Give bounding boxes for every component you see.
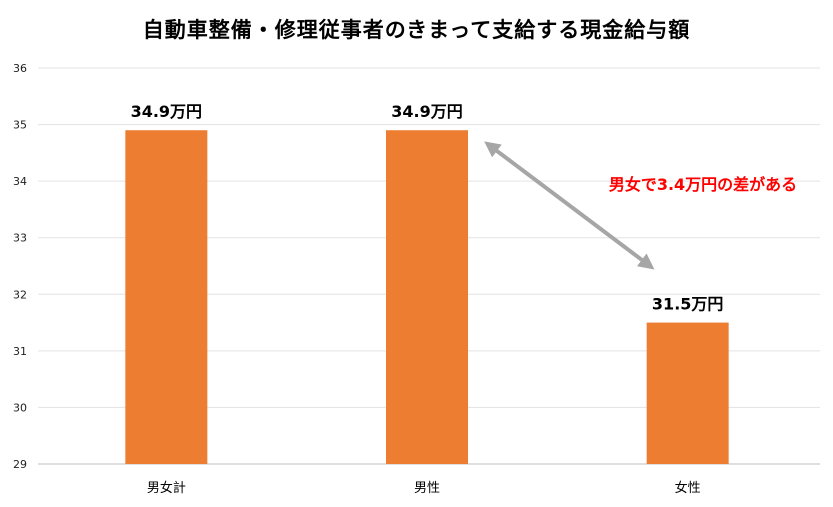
y-tick-label: 34 [13, 175, 27, 188]
bar [646, 322, 729, 464]
data-label: 34.9万円 [131, 102, 202, 121]
data-label: 31.5万円 [652, 295, 723, 314]
bar [386, 130, 468, 464]
annotation: 男女で3.4万円の差がある [484, 141, 797, 270]
y-tick-label: 29 [13, 458, 27, 471]
bar [125, 130, 208, 464]
y-tick-label: 36 [13, 62, 27, 75]
difference-arrow [484, 141, 655, 270]
y-tick-label: 35 [13, 119, 27, 132]
y-tick-label: 32 [13, 288, 27, 301]
y-axis: 29 30 31 32 33 34 35 36 [13, 62, 27, 471]
category-label: 男性 [414, 481, 440, 496]
bars [125, 130, 729, 464]
y-tick-label: 31 [13, 345, 27, 358]
category-label: 男女計 [147, 480, 186, 496]
x-axis: 男女計 男性 女性 [147, 480, 701, 496]
y-tick-label: 33 [13, 232, 27, 245]
data-labels: 34.9万円 34.9万円 31.5万円 [131, 102, 724, 313]
y-tick-label: 30 [13, 401, 27, 414]
annotation-text: 男女で3.4万円の差がある [609, 175, 797, 194]
data-label: 34.9万円 [391, 102, 462, 121]
category-label: 女性 [675, 480, 701, 496]
chart-title: 自動車整備・修理従事者のきまって支給する現金給与額 [142, 18, 691, 42]
